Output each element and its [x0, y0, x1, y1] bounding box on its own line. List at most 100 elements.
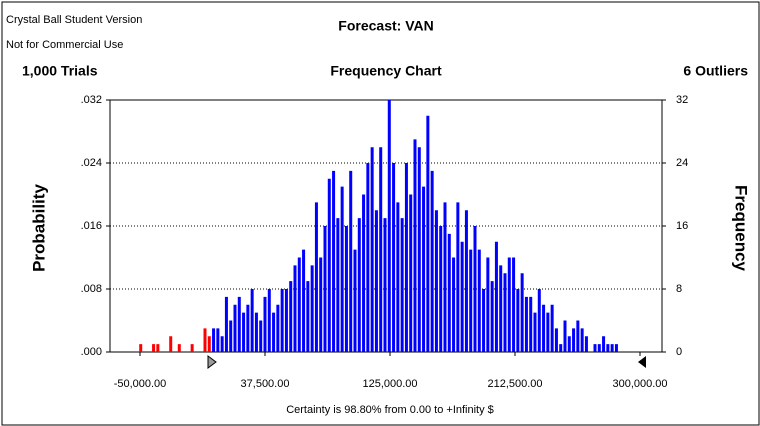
bar — [190, 344, 194, 352]
bar — [229, 320, 233, 352]
x-tick-label: 125,000.00 — [362, 378, 417, 390]
bar — [169, 336, 173, 352]
bar — [327, 178, 331, 352]
bar — [396, 202, 400, 352]
bar — [280, 289, 284, 352]
bar — [370, 147, 374, 352]
bar — [533, 312, 537, 352]
bar — [460, 241, 464, 352]
bar — [572, 328, 576, 352]
x-tick-label: 37,500.00 — [241, 378, 290, 390]
bar — [276, 304, 280, 352]
y2-tick-label: 16 — [676, 220, 688, 232]
x-tick-label: 212,500.00 — [487, 378, 542, 390]
bar — [576, 320, 580, 352]
bar — [563, 320, 567, 352]
certainty-text: Certainty is 98.80% from 0.00 to +Infini… — [286, 404, 494, 416]
bar — [597, 344, 601, 352]
bar — [310, 265, 314, 352]
bar — [293, 265, 297, 352]
bar — [242, 312, 246, 352]
bar — [383, 218, 387, 352]
y-axis-label: Probability — [29, 184, 48, 272]
bar — [503, 273, 507, 352]
bar — [392, 163, 396, 352]
bar — [602, 336, 606, 352]
bar — [456, 202, 460, 352]
bar — [366, 163, 370, 352]
bar — [212, 328, 216, 352]
bar — [400, 218, 404, 352]
bar — [559, 344, 563, 352]
bar — [426, 115, 430, 352]
bar — [417, 147, 421, 352]
bar — [177, 344, 181, 352]
bar — [297, 257, 301, 352]
bar — [482, 289, 486, 352]
certainty-grabber[interactable] — [638, 356, 646, 368]
bar — [207, 336, 211, 352]
bar — [246, 304, 250, 352]
bar — [443, 202, 447, 352]
y2-tick-label: 0 — [676, 346, 682, 358]
bar — [263, 296, 267, 352]
bar — [554, 328, 558, 352]
bar — [512, 257, 516, 352]
bar — [486, 257, 490, 352]
bar — [447, 233, 451, 352]
x-tick-label: -50,000.00 — [114, 378, 167, 390]
outliers: 6 Outliers — [683, 63, 748, 79]
bar — [413, 139, 417, 352]
bar — [507, 257, 511, 352]
bar — [546, 312, 550, 352]
bar — [404, 163, 408, 352]
bar — [469, 249, 473, 352]
bar — [302, 249, 306, 352]
bar — [344, 226, 348, 352]
bar — [220, 336, 224, 352]
bar — [567, 336, 571, 352]
header-line: Not for Commercial Use — [6, 39, 123, 51]
bar — [340, 186, 344, 352]
bar — [439, 226, 443, 352]
chart-subtitle: Frequency Chart — [330, 63, 442, 79]
chart-title: Forecast: VAN — [338, 18, 433, 34]
bar — [374, 210, 378, 352]
y-tick-label: .032 — [81, 94, 102, 106]
bar — [593, 344, 597, 352]
bar — [520, 273, 524, 352]
bar — [473, 226, 477, 352]
bar — [387, 100, 391, 352]
bar — [524, 296, 528, 352]
bar — [529, 296, 533, 352]
bar — [332, 170, 336, 352]
bar — [323, 226, 327, 352]
bar — [267, 289, 271, 352]
bar — [452, 257, 456, 352]
bar — [336, 218, 340, 352]
bar — [464, 210, 468, 352]
certainty-grabber[interactable] — [207, 355, 217, 369]
bar — [250, 289, 254, 352]
bar — [152, 344, 156, 352]
bar — [353, 249, 357, 352]
y-tick-label: .016 — [81, 220, 102, 232]
y2-tick-label: 24 — [676, 157, 688, 169]
bar — [430, 170, 434, 352]
bar — [319, 257, 323, 352]
bar — [542, 304, 546, 352]
bar — [224, 296, 228, 352]
bar — [156, 344, 160, 352]
bar — [499, 265, 503, 352]
y2-tick-label: 8 — [676, 283, 682, 295]
bar — [550, 304, 554, 352]
y2-tick-label: 32 — [676, 94, 688, 106]
bar — [409, 194, 413, 352]
y-tick-label: .024 — [81, 157, 102, 169]
bar — [614, 344, 618, 352]
bar — [580, 328, 584, 352]
bar — [610, 344, 614, 352]
y2-axis-label: Frequency — [732, 185, 751, 272]
